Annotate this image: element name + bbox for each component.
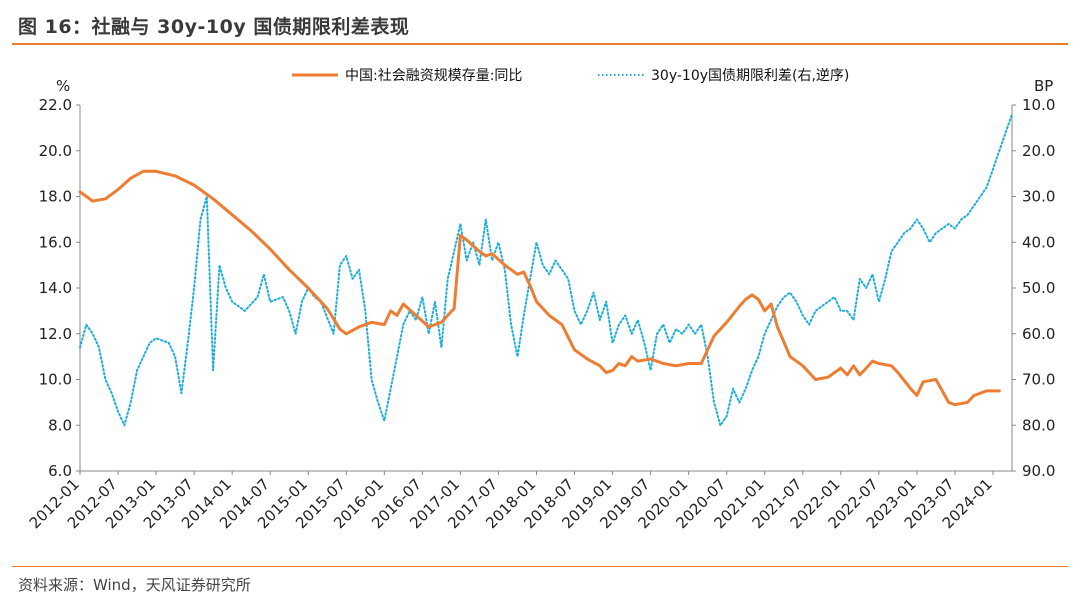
chart-legend: 中国:社会融资规模存量:同比 30y-10y国债期限利差(右,逆序) xyxy=(292,68,849,84)
right-axis-tick-label: 50.0 xyxy=(1022,279,1055,297)
left-axis-ticks: 6.0 8.0 10.0 12.0 14.0 16.0 18.0 20.0 22.0 xyxy=(39,96,80,480)
series-layer xyxy=(78,113,1013,427)
x-axis-ticks: 2012-012012-072013-012013-072014-012014-… xyxy=(26,471,996,532)
chart-canvas: 6.0 8.0 10.0 12.0 14.0 16.0 18.0 20.0 22.0 10.0 2… xyxy=(26,68,1056,532)
right-axis-tick-label: 60.0 xyxy=(1022,325,1055,343)
left-axis-tick-label: 10.0 xyxy=(39,371,72,389)
legend-label-social-financing: 中国:社会融资规模存量:同比 xyxy=(345,68,522,84)
chart-title: 图 16：社融与 30y-10y 国债期限利差表现 xyxy=(18,16,410,38)
right-axis-tick-label: 40.0 xyxy=(1022,233,1055,251)
right-axis-unit: BP xyxy=(1034,77,1053,95)
left-axis-tick-label: 20.0 xyxy=(39,142,72,160)
series-line-social-financing xyxy=(78,169,1001,407)
chart-axes xyxy=(79,105,1013,472)
footer-divider xyxy=(12,566,1068,567)
left-axis-tick-label: 8.0 xyxy=(48,416,72,434)
left-axis-tick-label: 22.0 xyxy=(39,96,72,114)
left-axis-tick-label: 14.0 xyxy=(39,279,72,297)
left-axis-tick-label: 6.0 xyxy=(48,462,72,480)
right-axis-tick-label: 20.0 xyxy=(1022,142,1055,160)
right-axis-tick-label: 10.0 xyxy=(1022,96,1055,114)
right-axis-tick-label: 90.0 xyxy=(1022,462,1055,480)
right-axis-tick-label: 30.0 xyxy=(1022,188,1055,206)
right-axis-tick-label: 80.0 xyxy=(1022,416,1055,434)
series-line-term-spread xyxy=(79,113,1013,427)
left-axis-tick-label: 12.0 xyxy=(39,325,72,343)
left-axis-tick-label: 16.0 xyxy=(39,233,72,251)
left-axis-tick-label: 18.0 xyxy=(39,188,72,206)
legend-label-term-spread: 30y-10y国债期限利差(右,逆序) xyxy=(651,68,849,84)
source-note: 资料来源：Wind，天风证券研究所 xyxy=(18,576,251,594)
title-divider xyxy=(12,43,1068,45)
right-axis-ticks: 10.0 20.0 30.0 40.0 50.0 60.0 70.0 80.0 90.0 xyxy=(1012,96,1055,480)
left-axis-unit: % xyxy=(56,77,70,95)
right-axis-tick-label: 70.0 xyxy=(1022,371,1055,389)
